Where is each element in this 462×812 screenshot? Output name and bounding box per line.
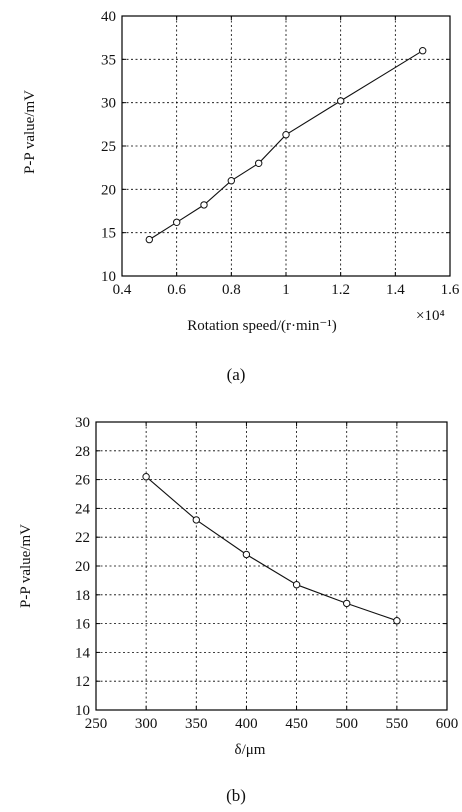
chart-a-data-point-2 (200, 201, 208, 209)
chart-b-series-line (145, 476, 398, 622)
chart-a-ticks: 0.4 0.6 0.8 1 1.2 1.4 1.6 10 15 20 25 30 35 40 (101, 9, 460, 298)
chart-a-x-tick-label-2: 0.8 (222, 282, 241, 298)
chart-b-y-tick-label-9: 28 (75, 444, 90, 460)
chart-b-data-point-3 (292, 581, 301, 589)
chart-b-y-tick-label-8: 26 (75, 473, 91, 489)
chart-a-y-tick-label-0: 10 (101, 269, 116, 285)
chart-b-x-tick-label-0: 250 (85, 716, 108, 732)
chart-a-x-tick-label-0: 0.4 (113, 282, 132, 298)
chart-b-data-point-0 (142, 473, 150, 481)
chart-b-data-point-4 (343, 599, 351, 608)
chart-a: 0.4 0.6 0.8 1 1.2 1.4 1.6 10 15 20 25 30 35 40 Rotati… (22, 9, 460, 384)
chart-a-x-tick-label-4: 1.2 (331, 282, 350, 298)
chart-a-data-point-3 (227, 177, 236, 185)
chart-a-data-point-5 (282, 131, 290, 139)
chart-a-y-tick-label-3: 25 (101, 139, 116, 155)
chart-b-data-point-2 (242, 550, 251, 559)
chart-a-x-axis-label: Rotation speed/(r·min⁻¹) (187, 318, 336, 334)
chart-b: 250 300 350 400 450 500 550 600 10 12 14 16 18 20 22 24… (18, 415, 458, 805)
chart-b-x-tick-label-3: 400 (235, 716, 258, 732)
chart-a-y-tick-label-4: 30 (101, 96, 116, 112)
chart-b-data-point-1 (192, 516, 201, 524)
chart-b-grid (96, 422, 447, 710)
chart-b-y-tick-label-6: 22 (75, 530, 90, 546)
chart-a-x-tick-label-1: 0.6 (167, 282, 186, 298)
chart-a-data-point-4 (255, 159, 263, 168)
chart-a-series-line (149, 50, 423, 241)
chart-b-x-tick-label-4: 450 (285, 716, 308, 732)
chart-a-grid (122, 16, 450, 276)
chart-b-x-axis-label: δ/μm (235, 742, 266, 758)
chart-a-x-tick-label-3: 1 (282, 282, 290, 298)
chart-b-y-tick-label-7: 24 (75, 501, 91, 517)
chart-b-x-tick-label-1: 300 (135, 716, 158, 732)
chart-a-y-tick-label-6: 40 (101, 9, 116, 25)
chart-a-data-point-0 (145, 235, 154, 244)
chart-b-y-tick-label-1: 12 (75, 674, 90, 690)
chart-a-x-tick-label-6: 1.6 (441, 282, 460, 298)
chart-a-x-multiplier: ×10⁴ (416, 308, 445, 324)
chart-a-data-point-7 (419, 47, 427, 55)
chart-b-data-point-5 (393, 617, 401, 625)
chart-b-y-tick-label-2: 14 (75, 645, 91, 661)
chart-b-x-tick-label-7: 600 (436, 716, 459, 732)
chart-a-points (145, 47, 427, 244)
chart-b-y-tick-label-0: 10 (75, 703, 90, 719)
chart-b-y-axis-label: P-P value/mV (18, 524, 34, 608)
chart-b-y-tick-label-3: 16 (75, 617, 91, 633)
chart-a-data-point-1 (173, 218, 181, 227)
chart-b-x-tick-label-5: 500 (335, 716, 358, 732)
chart-b-y-tick-label-10: 30 (75, 415, 90, 431)
chart-b-caption: (b) (226, 786, 246, 805)
chart-b-points (142, 473, 401, 625)
chart-b-ticks: 250 300 350 400 450 500 550 600 10 12 14 16 18 20 22 24… (75, 415, 458, 732)
chart-a-x-tick-label-5: 1.4 (386, 282, 405, 298)
chart-b-x-tick-label-2: 350 (185, 716, 208, 732)
chart-b-x-tick-label-6: 550 (386, 716, 409, 732)
chart-b-y-tick-label-5: 20 (75, 559, 90, 575)
chart-a-y-axis-label: P-P value/mV (22, 90, 38, 174)
chart-a-y-tick-label-5: 35 (101, 52, 116, 68)
chart-a-data-point-6 (337, 97, 345, 105)
chart-a-y-tick-label-2: 20 (101, 182, 116, 198)
chart-b-y-tick-label-4: 18 (75, 588, 90, 604)
chart-a-caption: (a) (227, 365, 246, 384)
chart-a-y-tick-label-1: 15 (101, 226, 116, 242)
